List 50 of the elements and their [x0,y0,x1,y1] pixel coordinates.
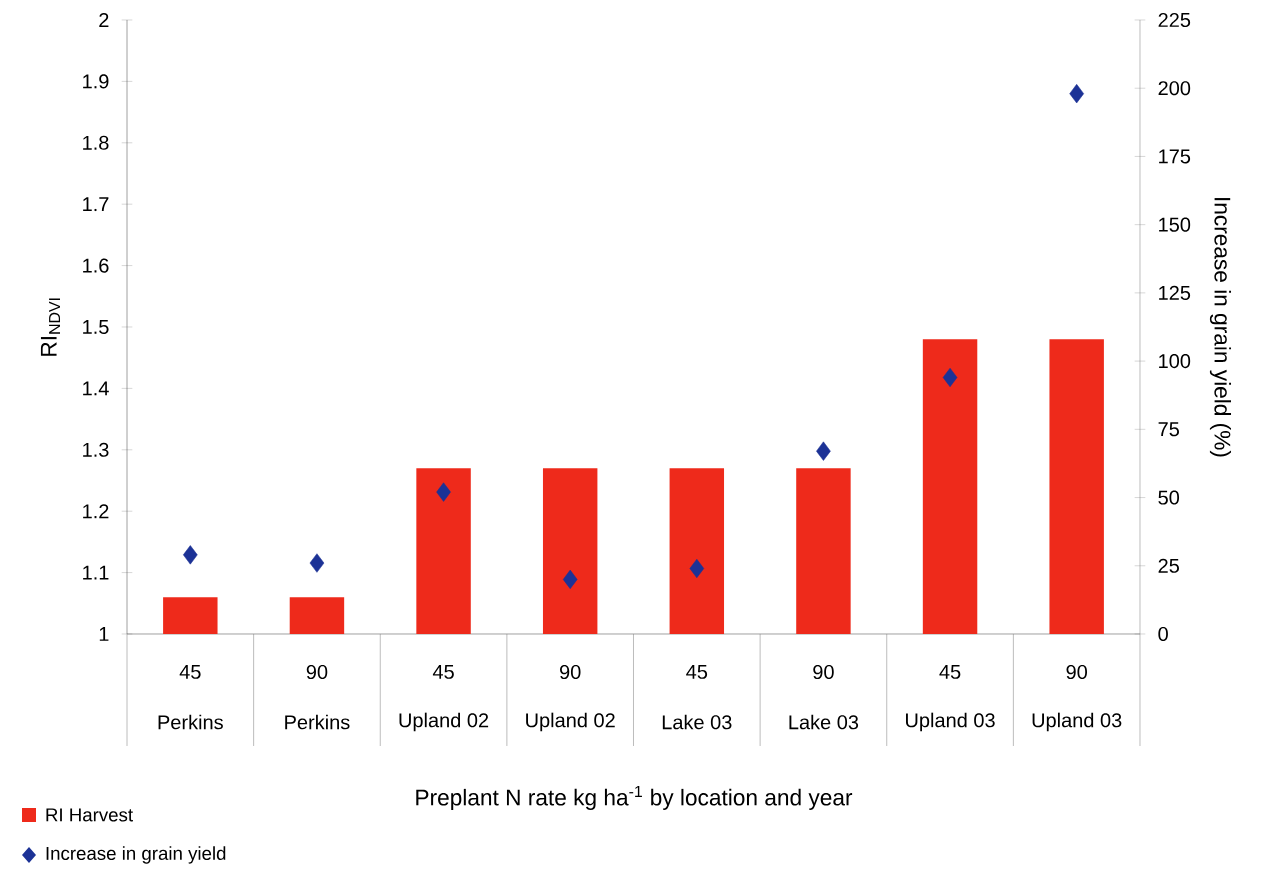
text: Upland 02 [526,712,615,732]
point [816,441,831,461]
y2-tick-label: 100 [1159,354,1191,369]
legend-label: RI Harvest [46,808,133,822]
text: Upland 02 [399,712,489,732]
y-tick-label: 1.7 [83,197,109,212]
point [942,367,958,388]
legend-label: Increase in grain yield [46,846,226,864]
text: Perkins [158,714,223,730]
y-tick-label: 1.4 [83,381,109,396]
point [309,553,325,573]
text: Perkins [285,714,350,730]
y-tick-label: 1.9 [83,74,109,89]
x-tick-label: 45 [432,664,454,679]
point [562,569,578,590]
point [436,482,451,502]
y2-tick-label: 25 [1158,558,1179,573]
text: Lake 03 [789,714,859,730]
x-tick-label: 90 [306,664,328,680]
text: Upland 03 [1032,712,1122,732]
y-tick-label: 2 [99,13,109,27]
point [1069,84,1084,104]
x-tick-label: 90 [813,664,834,680]
x-tick-label: 45 [686,664,708,679]
y2-tick-label: 75 [1158,422,1179,437]
y2-tick-label: 200 [1158,81,1191,96]
x-axis-title: Preplant N rate kg ha$^{-1}$ by location and year [416,786,853,810]
y-tick-label: 1.2 [83,504,109,519]
y2-tick-label: 175 [1159,149,1191,164]
y-axis-title: RI$_{NDVI}$ [40,298,61,356]
x-tick-label: 45 [939,664,961,679]
x-tick-label: 90 [1066,664,1088,680]
y-tick-label: 1.6 [83,258,109,273]
y-tick-label: 1.1 [83,565,109,580]
y2-tick-label: 125 [1159,285,1191,300]
y-tick-label: 1 [99,627,109,641]
x-tick-label: 45 [179,664,201,679]
y2-tick-label: 150 [1159,217,1191,232]
y-tick-label: 1.5 [83,320,109,334]
y2-tick-label: 50 [1158,490,1180,505]
point [183,545,198,565]
point [689,558,705,579]
y2-tick-label: 225 [1158,12,1191,28]
x-tick-label: 90 [560,664,581,680]
text: Upland 03 [906,712,995,732]
y-tick-label: 1.8 [83,135,109,150]
y2-tick-label: 0 [1158,626,1168,642]
y2-axis-title: Increase in grain yield (%) [1209,198,1232,457]
y-tick-label: 1.3 [83,442,109,457]
text: Lake 03 [662,714,732,730]
